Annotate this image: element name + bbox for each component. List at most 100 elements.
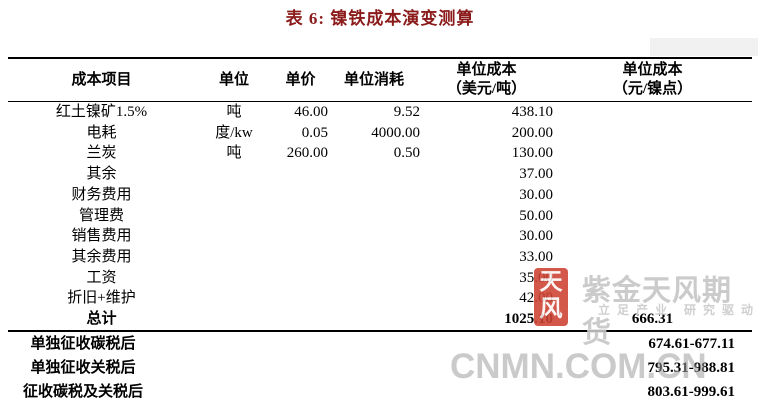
cell-item: 其余 — [86, 166, 117, 183]
footer-row-tariff: 单独征收关税后 795.31-988.81 — [8, 356, 752, 380]
cell-price — [273, 164, 328, 185]
cell-price — [273, 288, 328, 309]
cell-consumption — [328, 288, 420, 309]
cell-consumption — [328, 247, 420, 268]
site-watermark: CNMN.COM.CN — [450, 347, 707, 386]
cell-cost-usd: 30.00 — [519, 186, 553, 203]
footer-label: 征收碳税及关税后 — [22, 383, 143, 400]
table-row: 电耗 度/kw 0.05 4000.00 200.00 — [8, 123, 752, 144]
cell-cost-usd: 50.00 — [519, 207, 553, 224]
table-row: 管理费 50.00 — [8, 206, 752, 227]
footer-value: 795.31-988.81 — [647, 359, 736, 376]
table-title: 表 6: 镍铁成本演变测算 — [285, 9, 475, 28]
cell-item: 工资 — [86, 269, 117, 286]
cell-cost-usd: 438.10 — [511, 104, 553, 120]
cell-item: 电耗 — [86, 124, 117, 141]
footer-row-carbon-and-tariff: 征收碳税及关税后 803.61-999.61 — [8, 380, 752, 404]
cell-cost-cny: 666.31 — [631, 311, 674, 328]
cell-unit — [195, 268, 273, 289]
cell-consumption: 4000.00 — [371, 124, 420, 141]
table-row: 销售费用 30.00 — [8, 226, 752, 247]
header-text: 成本项目 — [71, 71, 132, 88]
cell-cost-cny — [553, 143, 752, 164]
cell-item: 折旧+维护 — [67, 290, 136, 307]
cell-unit — [195, 247, 273, 268]
header-text-line1: 单位成本 — [622, 62, 683, 78]
cell-unit — [195, 309, 273, 331]
brand-slogan-watermark: 立足产业 研究驱动 — [598, 303, 760, 317]
cell-cost-usd: 200.00 — [511, 124, 553, 141]
cell-price: 46.00 — [294, 104, 328, 120]
cell-unit — [195, 206, 273, 227]
cell-cost-cny — [553, 206, 752, 227]
footer-label: 单独征收关税后 — [30, 359, 136, 376]
header-unit-consumption: 单位消耗 — [328, 58, 420, 102]
cell-unit: 吨 — [226, 104, 242, 120]
header-unit-price: 单价 — [273, 58, 328, 102]
logo-char-bottom: 风 — [539, 296, 563, 321]
cell-cost-cny — [553, 123, 752, 144]
cell-cost-usd: 37.00 — [519, 166, 553, 183]
header-unit-cost-usd: 单位成本 （美元/吨） — [420, 58, 553, 102]
cell-price — [273, 247, 328, 268]
logo-char-top: 天 — [539, 269, 563, 294]
table-row: 财务费用 30.00 — [8, 185, 752, 206]
cell-price — [273, 268, 328, 289]
cell-unit: 度/kw — [215, 124, 253, 141]
cell-consumption: 0.50 — [393, 145, 420, 162]
header-text: 单位 — [218, 71, 249, 88]
header-text-line2: （美元/吨） — [446, 81, 527, 97]
cell-cost-usd: 130.00 — [511, 145, 553, 162]
cell-price: 0.05 — [301, 124, 328, 141]
cell-consumption — [328, 164, 420, 185]
cell-cost-cny — [553, 247, 752, 268]
cell-price: 260.00 — [286, 145, 328, 162]
cell-unit — [195, 164, 273, 185]
header-text-line1: 单位成本 — [456, 62, 517, 78]
header-unit: 单位 — [195, 58, 273, 102]
cell-cost-cny — [553, 226, 752, 247]
cell-unit — [195, 185, 273, 206]
cell-item: 其余费用 — [71, 248, 132, 265]
header-text: 单价 — [285, 71, 316, 88]
header-unit-cost-cny: 单位成本 （元/镍点） — [553, 58, 752, 102]
cell-price — [273, 309, 328, 331]
table-row: 其余 37.00 — [8, 164, 752, 185]
cell-item: 总计 — [86, 311, 117, 328]
cell-item: 管理费 — [78, 207, 124, 224]
footer-row-carbon-tax: 单独征收碳税后 674.61-677.11 — [8, 332, 752, 356]
cell-consumption — [328, 226, 420, 247]
cell-unit — [195, 288, 273, 309]
cell-cost-cny — [553, 164, 752, 185]
table-row: 其余费用 33.00 — [8, 247, 752, 268]
cell-item: 财务费用 — [71, 186, 132, 203]
cell-item: 销售费用 — [71, 228, 132, 245]
cell-item: 兰炭 — [86, 145, 117, 162]
table-row: 兰炭 吨 260.00 0.50 130.00 — [8, 143, 752, 164]
cell-consumption — [328, 185, 420, 206]
footer-label: 单独征收碳税后 — [30, 335, 136, 352]
brand-watermark-text: 紫金天风期货 — [582, 275, 733, 349]
header-cost-item: 成本项目 — [8, 58, 195, 102]
faint-watermark-remnant — [650, 38, 758, 56]
cell-cost-cny — [553, 102, 752, 123]
cost-table-wrapper: 成本项目 单位 单价 单位消耗 单位成本 （美元/吨） 单位成本 （元/镍点） — [8, 57, 752, 404]
footer-value: 674.61-677.11 — [648, 335, 735, 352]
cell-consumption — [328, 268, 420, 289]
brand-seal-logo: 天 风 — [534, 268, 568, 326]
cell-price — [273, 206, 328, 227]
cell-consumption: 9.52 — [393, 104, 420, 120]
footer-value: 803.61-999.61 — [647, 383, 736, 400]
cell-price — [273, 226, 328, 247]
cell-cost-cny — [553, 185, 752, 206]
header-row: 成本项目 单位 单价 单位消耗 单位成本 （美元/吨） 单位成本 （元/镍点） — [8, 58, 752, 102]
cell-consumption — [328, 206, 420, 227]
cell-cost-usd: 33.00 — [519, 248, 553, 265]
cell-unit — [195, 226, 273, 247]
cell-consumption — [328, 309, 420, 331]
cell-item: 红土镍矿1.5% — [55, 104, 148, 120]
cost-table: 成本项目 单位 单价 单位消耗 单位成本 （美元/吨） 单位成本 （元/镍点） — [8, 57, 752, 332]
cell-unit: 吨 — [226, 145, 242, 162]
header-text: 单位消耗 — [343, 71, 404, 88]
